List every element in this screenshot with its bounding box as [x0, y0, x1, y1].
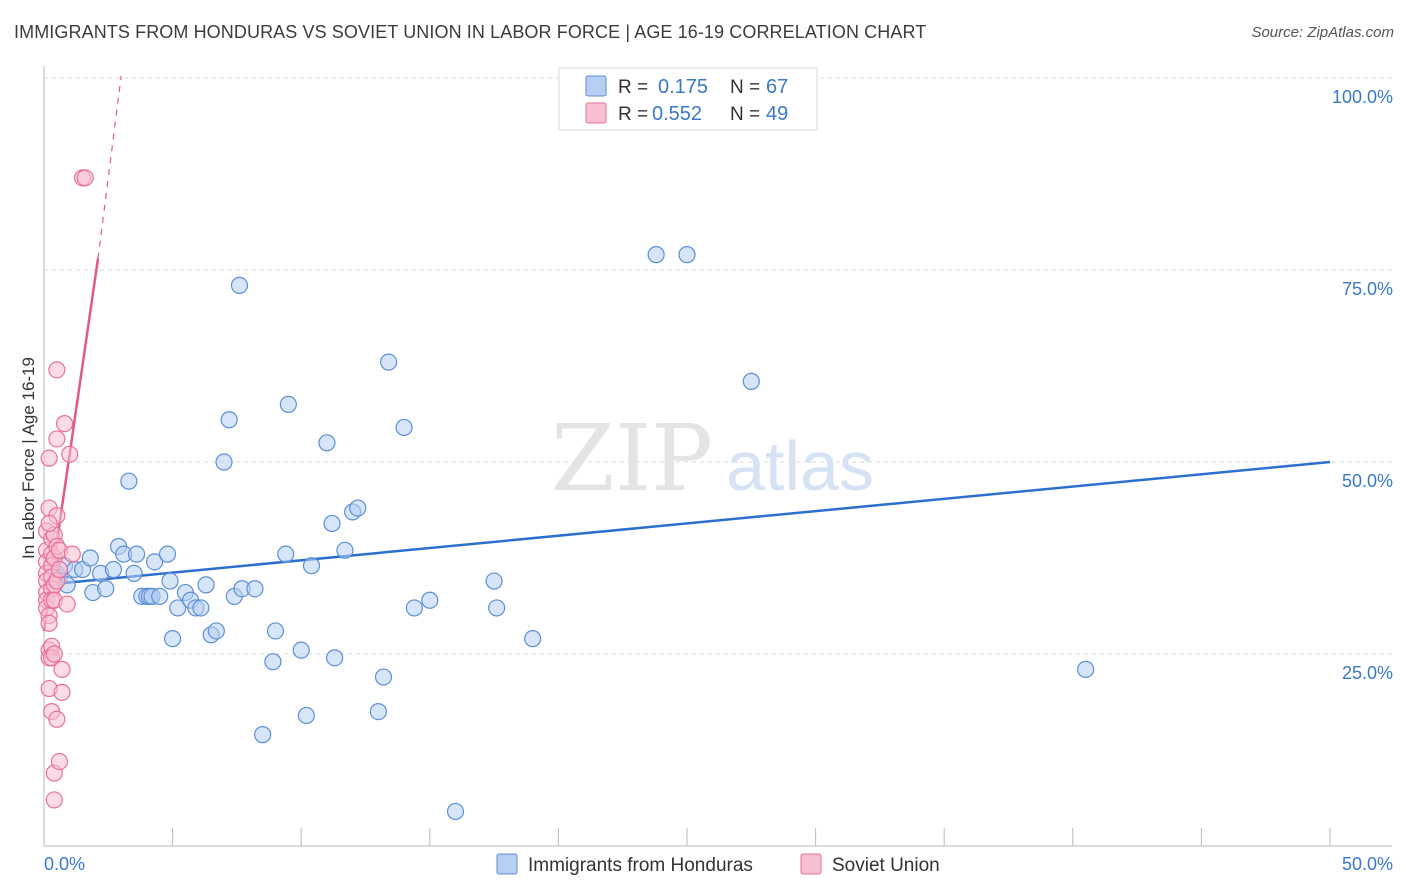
soviet-point-30 — [45, 791, 63, 809]
data-points — [37, 169, 1095, 821]
bottom-legend: Immigrants from Honduras Soviet Union — [496, 853, 940, 876]
soviet-point-42 — [55, 415, 74, 433]
legend-n-label-1: N = — [730, 104, 760, 125]
soviet-point-48 — [40, 514, 58, 533]
legend-n-label-0: N = — [730, 77, 760, 98]
legend-box: R = 0.175 N = 67 R = 0.552 N = 49 — [558, 67, 818, 131]
legend-n-value-0: 67 — [766, 76, 788, 98]
bottom-legend-label-0: Immigrants from Honduras — [528, 855, 753, 876]
honduras-point-34 — [207, 622, 225, 640]
honduras-point-42 — [264, 653, 282, 671]
honduras-point-25 — [161, 572, 179, 590]
y-tick-label-50: 50.0% — [1342, 471, 1393, 491]
legend-swatch-blue — [585, 75, 607, 97]
soviet-point-36 — [48, 710, 66, 728]
x-tick-labels: 0.0% 50.0% — [44, 854, 1393, 874]
honduras-point-41 — [254, 726, 272, 744]
honduras-point-58 — [395, 418, 413, 437]
honduras-point-48 — [302, 557, 321, 575]
honduras-point-23 — [151, 587, 169, 606]
honduras-point-65 — [647, 246, 665, 264]
soviet-point-47 — [76, 169, 94, 187]
grid-lines — [44, 77, 1392, 655]
honduras-point-49 — [318, 434, 336, 452]
y-tick-label-100: 100.0% — [1332, 87, 1393, 107]
honduras-point-43 — [266, 622, 285, 640]
soviet-point-31 — [48, 361, 66, 379]
honduras-point-24 — [158, 545, 177, 563]
honduras-point-11 — [97, 580, 115, 598]
source-label: Source: ZipAtlas.com — [1251, 24, 1394, 41]
honduras-point-31 — [192, 599, 210, 617]
bottom-legend-swatch-blue — [496, 853, 518, 875]
honduras-point-45 — [279, 395, 297, 413]
soviet-point-45 — [63, 545, 81, 563]
soviet-point-41 — [53, 660, 71, 678]
soviet-point-32 — [48, 430, 66, 448]
bottom-legend-swatch-pink — [800, 853, 822, 875]
legend-r-label-0: R = — [618, 77, 648, 98]
honduras-point-27 — [169, 599, 187, 617]
trend-line-extension-1 — [97, 75, 122, 259]
honduras-point-8 — [81, 549, 99, 567]
honduras-point-68 — [1077, 660, 1095, 678]
honduras-point-15 — [120, 472, 138, 490]
soviet-point-43 — [58, 595, 76, 613]
honduras-point-66 — [678, 246, 696, 264]
honduras-point-51 — [326, 649, 344, 667]
legend-r-value-0: 0.175 — [658, 76, 708, 98]
honduras-point-40 — [246, 580, 264, 598]
soviet-point-13 — [40, 449, 58, 467]
honduras-point-50 — [323, 514, 341, 533]
honduras-point-47 — [297, 706, 315, 725]
legend-r-value-1: 0.552 — [652, 103, 702, 125]
soviet-point-28 — [45, 645, 63, 663]
soviet-point-39 — [50, 752, 69, 771]
honduras-point-17 — [127, 545, 146, 563]
bottom-legend-label-1: Soviet Union — [832, 855, 940, 876]
honduras-point-62 — [485, 572, 503, 590]
honduras-point-59 — [405, 599, 423, 617]
legend-n-value-1: 49 — [766, 103, 788, 125]
y-tick-labels: 25.0% 50.0% 75.0% 100.0% — [1332, 87, 1393, 683]
honduras-point-60 — [421, 591, 439, 609]
legend-swatch-pink — [585, 102, 607, 124]
trend-lines — [42, 75, 1331, 632]
x-tick-label-min: 0.0% — [44, 854, 85, 874]
chart-title: IMMIGRANTS FROM HONDURAS VS SOVIET UNION… — [14, 22, 927, 42]
axes — [43, 66, 1392, 847]
legend-r-label-1: R = — [618, 104, 648, 125]
honduras-point-56 — [374, 668, 393, 686]
honduras-point-67 — [742, 372, 760, 390]
soviet-point-44 — [61, 445, 79, 463]
y-tick-label-25: 25.0% — [1342, 663, 1393, 683]
honduras-point-44 — [277, 545, 295, 563]
honduras-point-16 — [125, 564, 143, 582]
honduras-point-22 — [145, 553, 164, 571]
soviet-point-9 — [40, 614, 58, 632]
honduras-point-46 — [292, 641, 310, 659]
honduras-point-52 — [336, 541, 354, 559]
honduras-point-36 — [220, 411, 238, 429]
watermark-atlas: atlas — [726, 427, 874, 505]
watermark-zip: ZIP — [551, 405, 713, 512]
trend-line-0 — [43, 460, 1331, 587]
honduras-point-64 — [524, 630, 542, 648]
honduras-point-55 — [369, 702, 387, 721]
honduras-point-63 — [488, 599, 506, 617]
y-axis-label: In Labor Force | Age 16-19 — [19, 357, 38, 559]
y-tick-label-75: 75.0% — [1342, 279, 1393, 299]
soviet-point-38 — [50, 560, 69, 579]
honduras-point-35 — [215, 453, 233, 471]
honduras-point-61 — [446, 802, 465, 821]
honduras-point-32 — [197, 576, 215, 594]
honduras-point-12 — [104, 560, 123, 579]
honduras-point-57 — [380, 353, 398, 371]
honduras-point-38 — [230, 276, 249, 294]
soviet-point-40 — [53, 683, 71, 702]
x-tick-label-max: 50.0% — [1342, 854, 1393, 874]
honduras-point-54 — [349, 499, 367, 517]
honduras-point-26 — [164, 630, 182, 648]
